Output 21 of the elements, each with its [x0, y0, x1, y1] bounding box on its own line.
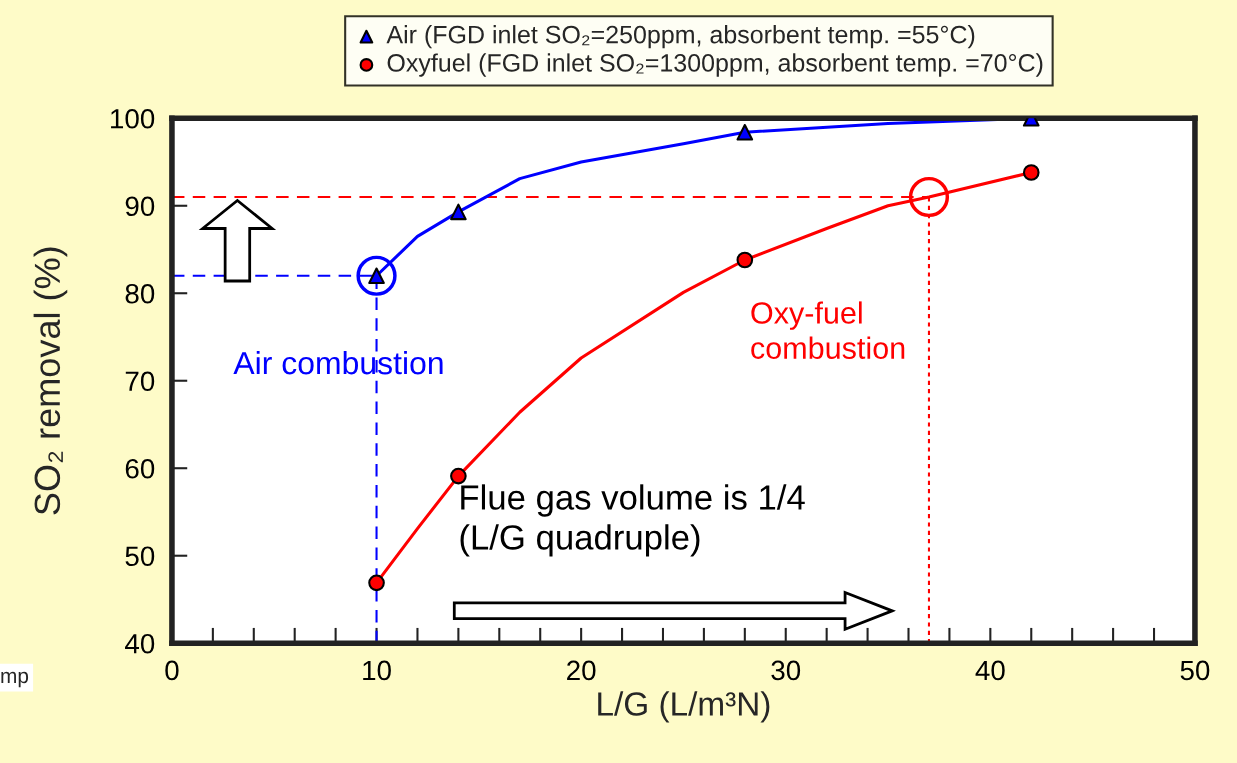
- y-tick-label: 80: [125, 283, 155, 304]
- x-tick-label: 0: [165, 660, 179, 681]
- x-tick-label: 20: [567, 660, 596, 681]
- annotation: Air combustion: [233, 350, 443, 375]
- y-tick-label: 40: [125, 633, 155, 654]
- y-tick-label: 60: [125, 458, 155, 479]
- y-tick-label: 100: [111, 108, 155, 129]
- y-tick-label: 50: [125, 546, 155, 567]
- annotation: Flue gas volume is 1/4 (L/G quadruple): [460, 484, 805, 557]
- text: mp: [1, 671, 29, 688]
- x-tick-label: 10: [363, 660, 391, 681]
- y-tick-label: 70: [125, 371, 155, 392]
- x-tick-label: 30: [771, 660, 801, 681]
- legend-label: Air (FGD inlet SO₂=250ppm, absorbent temp. =55°C): [386, 25, 975, 49]
- x-tick-label: 50: [1180, 660, 1210, 681]
- annotation: Oxy-fuel combustion: [751, 301, 905, 359]
- y-axis-title: SO₂ removal (%): [33, 247, 68, 515]
- x-axis-title: L/G (L/m³N): [598, 691, 770, 723]
- x-tick-label: 40: [975, 660, 1005, 681]
- y-tick-label: 90: [125, 196, 155, 217]
- legend-label: Oxyfuel (FGD inlet SO₂=1300ppm, absorbent temp. =70°C): [387, 53, 1043, 77]
